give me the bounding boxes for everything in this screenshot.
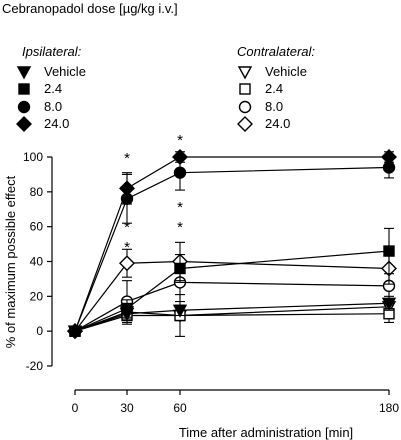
significance-star: * (386, 153, 392, 170)
x-tick-label: 60 (173, 401, 187, 415)
data-point (381, 297, 397, 311)
series-ipsilateral-2-4 (69, 227, 395, 337)
y-tick-label: 0 (36, 324, 43, 338)
legend-label: Vehicle (265, 64, 307, 79)
data-point (381, 149, 397, 165)
series-line (74, 302, 390, 332)
legend-marker (237, 66, 253, 80)
legend-label: 8.0 (44, 99, 62, 114)
legend-label: 2.4 (265, 81, 283, 96)
x-axis-label: Time after administration [min] (179, 425, 353, 440)
significance-markers: * * * * * * * (124, 132, 392, 256)
legend-marker (16, 66, 32, 80)
chart-title: Cebranopadol dose [µg/kg i.v.] (2, 1, 178, 16)
legend-marker (18, 83, 30, 95)
legend-heading-ipsilateral: Ipsilateral: (22, 44, 82, 59)
significance-star: * (177, 199, 183, 216)
legend-marker (238, 100, 252, 114)
legend-marker (16, 116, 32, 132)
significance-star: * (124, 219, 130, 236)
data-point (119, 255, 135, 272)
data-point (67, 323, 83, 340)
y-tick-label: -20 (26, 359, 44, 373)
data-point (172, 149, 188, 165)
series-contralateral-24-0 (67, 241, 397, 340)
legend-label: 24.0 (265, 116, 290, 131)
legend-heading-contralateral: Contralateral: (237, 44, 315, 59)
data-point (383, 245, 395, 257)
data-point (174, 262, 186, 275)
significance-star: * (124, 150, 130, 167)
y-tick-label: 80 (30, 185, 44, 199)
legend-marker (239, 83, 251, 95)
legend-label: 24.0 (44, 116, 69, 131)
y-tick-label: 20 (30, 289, 44, 303)
y-tick-label: 100 (23, 150, 43, 164)
y-tick-label: 40 (30, 255, 44, 269)
series-line (74, 306, 390, 332)
series-line (74, 260, 390, 332)
series-line (74, 281, 390, 332)
series-line (74, 313, 390, 332)
series-layer (67, 149, 397, 340)
legend: Ipsilateral: Vehicle 2.4 8.0 24.0 Contralater… (16, 44, 315, 132)
legend-label: 2.4 (44, 81, 62, 96)
series-line (74, 156, 389, 332)
series-line (74, 250, 390, 332)
series-ipsilateral-Vehicle (67, 295, 397, 339)
legend-marker (17, 100, 31, 114)
y-axis-label: % of maximum possible effect (3, 175, 18, 348)
series-ipsilateral-8-0 (68, 154, 396, 338)
significance-star: * (177, 219, 183, 236)
data-point (121, 302, 133, 315)
series-line (74, 166, 390, 332)
legend-marker (237, 116, 253, 132)
legend-label: 8.0 (265, 99, 283, 114)
x-tick-label: 180 (379, 401, 399, 415)
significance-star: * (124, 239, 130, 256)
data-point (119, 180, 135, 197)
legend-label: Vehicle (44, 64, 86, 79)
data-point (172, 304, 188, 318)
x-tick-label: 0 (72, 401, 79, 415)
series-ipsilateral-24-0 (67, 149, 397, 340)
axes: -20 0 20 40 60 80 100 0 30 60 180 (23, 150, 399, 415)
x-tick-label: 30 (120, 401, 134, 415)
significance-star: * (177, 132, 183, 149)
data-point (173, 166, 187, 179)
y-tick-label: 60 (30, 220, 44, 234)
